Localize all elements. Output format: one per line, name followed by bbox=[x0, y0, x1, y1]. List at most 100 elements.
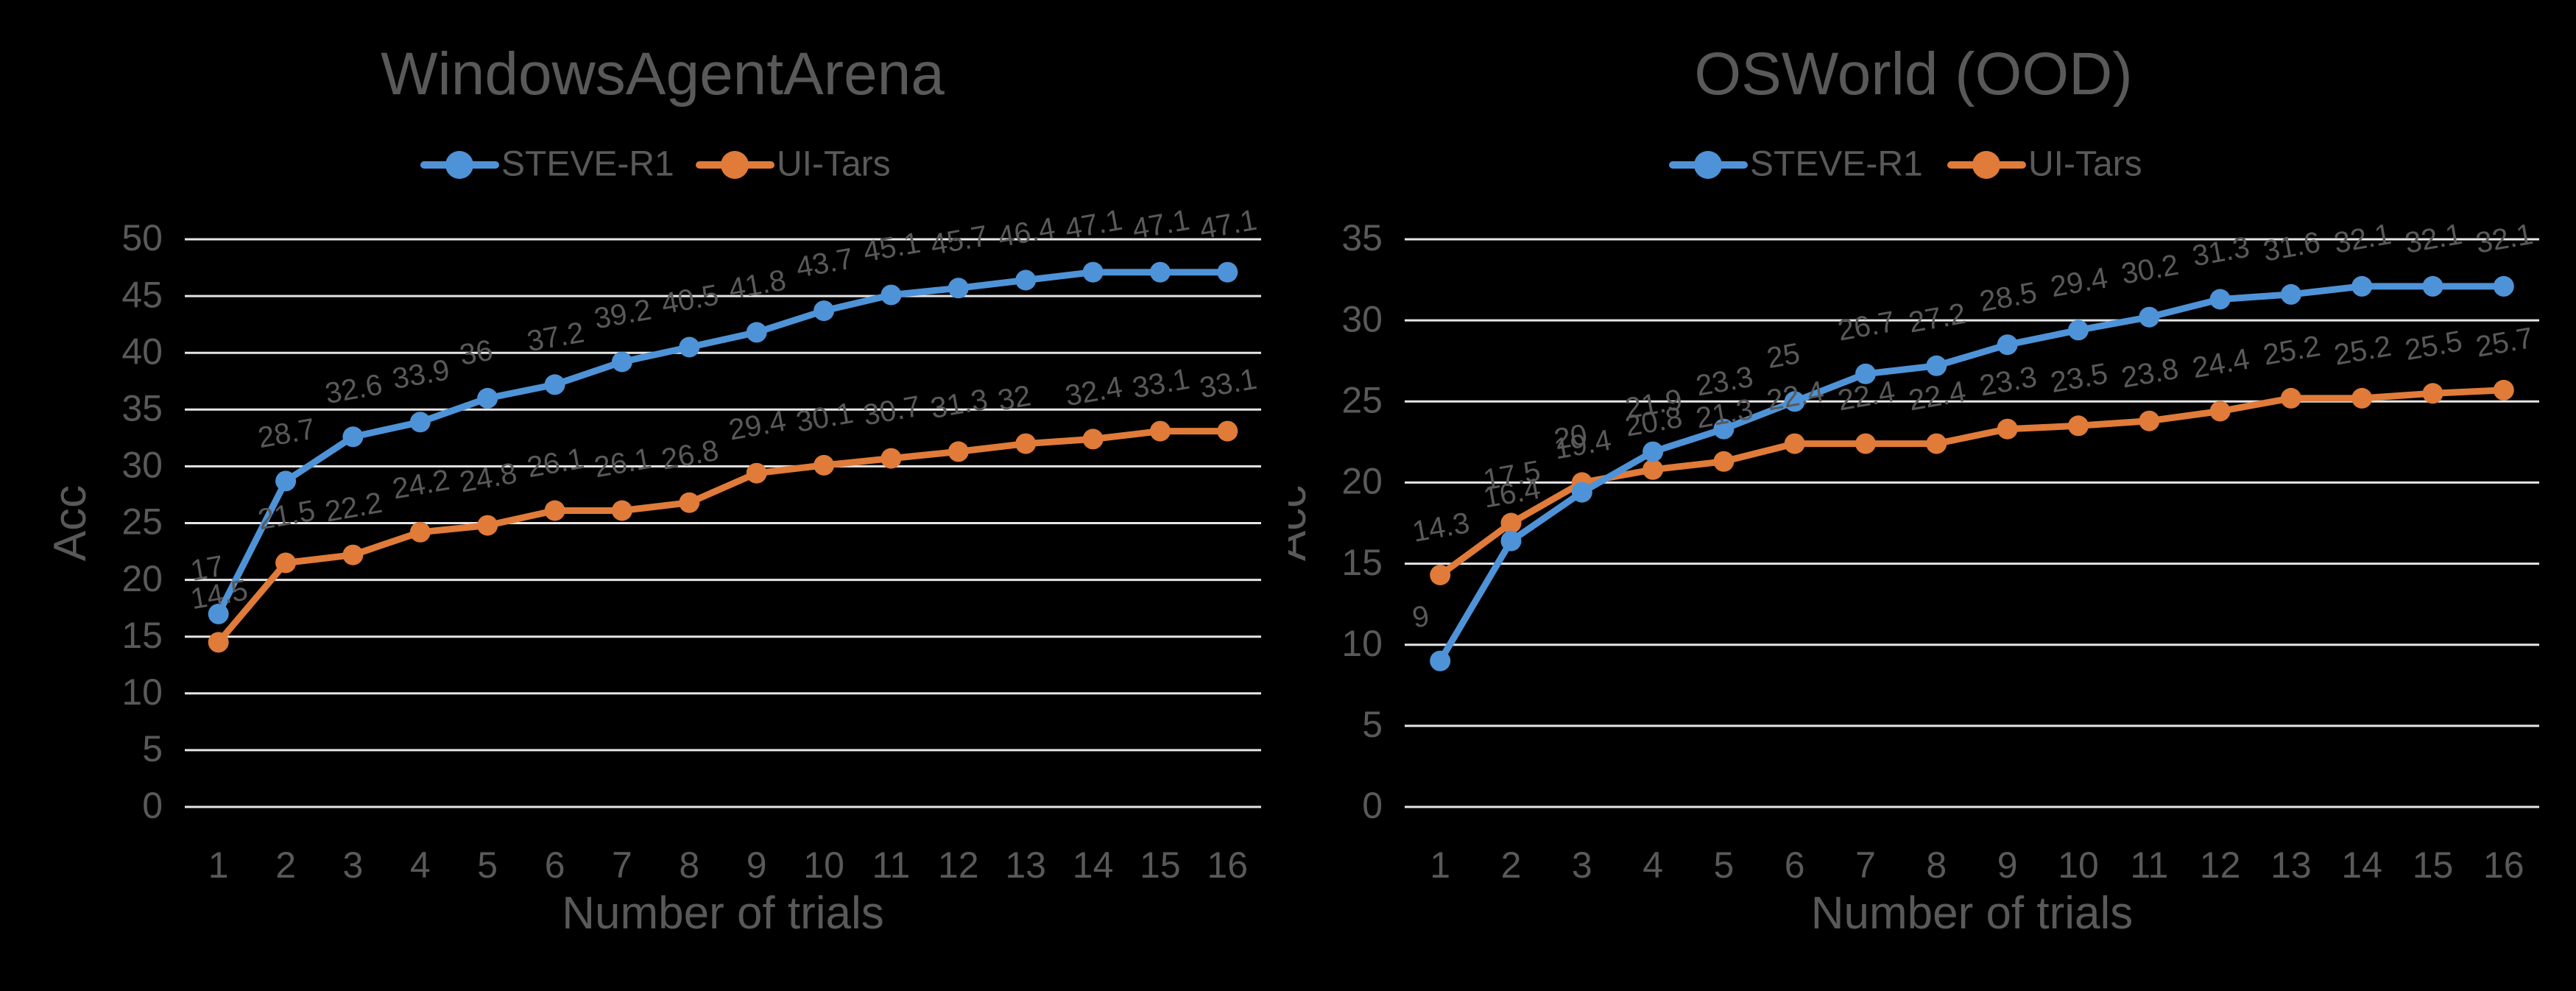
svg-text:26.1: 26.1 bbox=[592, 442, 654, 484]
svg-text:3: 3 bbox=[1572, 844, 1592, 886]
svg-text:13: 13 bbox=[2270, 844, 2312, 886]
svg-text:30.2: 30.2 bbox=[2119, 249, 2181, 291]
svg-text:40.5: 40.5 bbox=[659, 279, 721, 321]
svg-text:29.4: 29.4 bbox=[727, 405, 788, 447]
svg-text:Number of trials: Number of trials bbox=[562, 888, 884, 939]
svg-text:15: 15 bbox=[2413, 844, 2454, 886]
svg-text:10: 10 bbox=[2058, 844, 2099, 886]
svg-text:25.2: 25.2 bbox=[2261, 330, 2323, 372]
svg-text:5: 5 bbox=[477, 844, 498, 886]
svg-text:0: 0 bbox=[1362, 785, 1383, 826]
svg-text:9: 9 bbox=[747, 844, 767, 886]
svg-text:11: 11 bbox=[2130, 844, 2168, 886]
svg-text:12: 12 bbox=[2200, 844, 2241, 886]
svg-text:7: 7 bbox=[612, 844, 632, 886]
svg-text:5: 5 bbox=[1362, 704, 1383, 745]
svg-text:14.3: 14.3 bbox=[1410, 507, 1472, 549]
svg-text:30: 30 bbox=[121, 445, 163, 486]
svg-text:32.1: 32.1 bbox=[2402, 218, 2464, 260]
svg-text:45.7: 45.7 bbox=[928, 219, 990, 261]
svg-text:21.5: 21.5 bbox=[255, 495, 317, 537]
svg-text:24.4: 24.4 bbox=[2190, 343, 2252, 385]
svg-text:Acc: Acc bbox=[45, 485, 96, 561]
svg-text:15: 15 bbox=[1140, 844, 1181, 886]
svg-text:10: 10 bbox=[1341, 623, 1383, 664]
svg-text:7: 7 bbox=[1855, 844, 1876, 886]
svg-text:10: 10 bbox=[121, 671, 163, 713]
svg-text:24.2: 24.2 bbox=[390, 464, 452, 506]
svg-text:32: 32 bbox=[995, 379, 1033, 417]
svg-text:35: 35 bbox=[1341, 217, 1383, 258]
svg-text:2: 2 bbox=[275, 844, 296, 886]
svg-text:9: 9 bbox=[1410, 599, 1432, 634]
svg-text:UI-Tars: UI-Tars bbox=[2028, 145, 2142, 184]
svg-text:5: 5 bbox=[142, 728, 163, 769]
svg-text:4: 4 bbox=[410, 844, 431, 886]
svg-text:24.8: 24.8 bbox=[457, 457, 519, 499]
svg-text:4: 4 bbox=[1642, 844, 1663, 886]
svg-text:22.4: 22.4 bbox=[1765, 375, 1827, 417]
svg-text:39.2: 39.2 bbox=[592, 294, 654, 336]
svg-text:STEVE-R1: STEVE-R1 bbox=[1750, 145, 1923, 184]
svg-text:33.9: 33.9 bbox=[390, 353, 452, 395]
svg-text:30: 30 bbox=[1341, 298, 1383, 339]
svg-text:8: 8 bbox=[679, 844, 699, 886]
svg-text:25.7: 25.7 bbox=[2474, 322, 2536, 364]
svg-text:23.8: 23.8 bbox=[2119, 353, 2181, 395]
svg-text:22.4: 22.4 bbox=[1906, 375, 1968, 417]
svg-text:43.7: 43.7 bbox=[794, 242, 855, 284]
svg-text:6: 6 bbox=[545, 844, 565, 886]
svg-text:27.2: 27.2 bbox=[1906, 297, 1968, 339]
svg-text:13: 13 bbox=[1005, 844, 1046, 886]
svg-text:WindowsAgentArena: WindowsAgentArena bbox=[381, 40, 945, 107]
svg-text:0: 0 bbox=[142, 785, 163, 826]
svg-text:UI-Tars: UI-Tars bbox=[777, 145, 891, 184]
svg-text:35: 35 bbox=[121, 388, 163, 429]
svg-text:32.1: 32.1 bbox=[2332, 218, 2393, 260]
svg-text:32.6: 32.6 bbox=[322, 368, 384, 410]
svg-text:Number of trials: Number of trials bbox=[1811, 888, 2134, 939]
svg-text:1: 1 bbox=[1430, 844, 1450, 886]
svg-text:29.4: 29.4 bbox=[2048, 261, 2110, 303]
svg-text:5: 5 bbox=[1713, 844, 1734, 886]
svg-text:28.5: 28.5 bbox=[1977, 276, 2039, 318]
svg-text:16: 16 bbox=[2483, 844, 2524, 886]
svg-text:23.5: 23.5 bbox=[2048, 357, 2110, 399]
svg-text:33.1: 33.1 bbox=[1197, 363, 1259, 405]
svg-text:15: 15 bbox=[1341, 542, 1383, 583]
svg-text:41.8: 41.8 bbox=[727, 264, 788, 306]
svg-text:STEVE-R1: STEVE-R1 bbox=[501, 145, 674, 184]
svg-text:1: 1 bbox=[208, 844, 229, 886]
svg-text:2: 2 bbox=[1501, 844, 1522, 886]
svg-text:31.3: 31.3 bbox=[928, 383, 990, 425]
svg-text:31.3: 31.3 bbox=[2190, 231, 2252, 273]
svg-text:25.2: 25.2 bbox=[2332, 330, 2393, 372]
svg-text:26.7: 26.7 bbox=[1835, 306, 1897, 348]
svg-text:15: 15 bbox=[121, 615, 163, 656]
svg-text:OSWorld (OOD): OSWorld (OOD) bbox=[1694, 40, 2132, 107]
svg-text:25: 25 bbox=[1765, 337, 1802, 375]
svg-text:20: 20 bbox=[1552, 418, 1589, 456]
svg-text:40: 40 bbox=[121, 331, 163, 372]
svg-text:30.7: 30.7 bbox=[861, 390, 922, 432]
svg-text:20: 20 bbox=[1341, 461, 1383, 502]
svg-text:Acc: Acc bbox=[1288, 485, 1316, 561]
svg-text:45.1: 45.1 bbox=[861, 227, 922, 269]
svg-text:25: 25 bbox=[1341, 380, 1383, 421]
svg-text:33.1: 33.1 bbox=[1130, 363, 1192, 405]
svg-text:10: 10 bbox=[803, 844, 844, 886]
svg-text:11: 11 bbox=[872, 844, 910, 886]
svg-text:32.4: 32.4 bbox=[1063, 370, 1125, 412]
svg-text:30.1: 30.1 bbox=[794, 397, 855, 439]
svg-text:23.3: 23.3 bbox=[1977, 361, 2039, 403]
svg-text:14: 14 bbox=[1073, 844, 1114, 886]
svg-text:46.4: 46.4 bbox=[995, 212, 1057, 254]
svg-text:28.7: 28.7 bbox=[255, 412, 317, 454]
svg-text:31.6: 31.6 bbox=[2261, 226, 2323, 268]
svg-text:14: 14 bbox=[2341, 844, 2382, 886]
svg-text:50: 50 bbox=[121, 217, 163, 258]
svg-text:26.8: 26.8 bbox=[659, 434, 721, 476]
svg-text:36: 36 bbox=[457, 334, 495, 372]
svg-text:16: 16 bbox=[1207, 844, 1248, 886]
svg-text:25: 25 bbox=[121, 501, 163, 543]
